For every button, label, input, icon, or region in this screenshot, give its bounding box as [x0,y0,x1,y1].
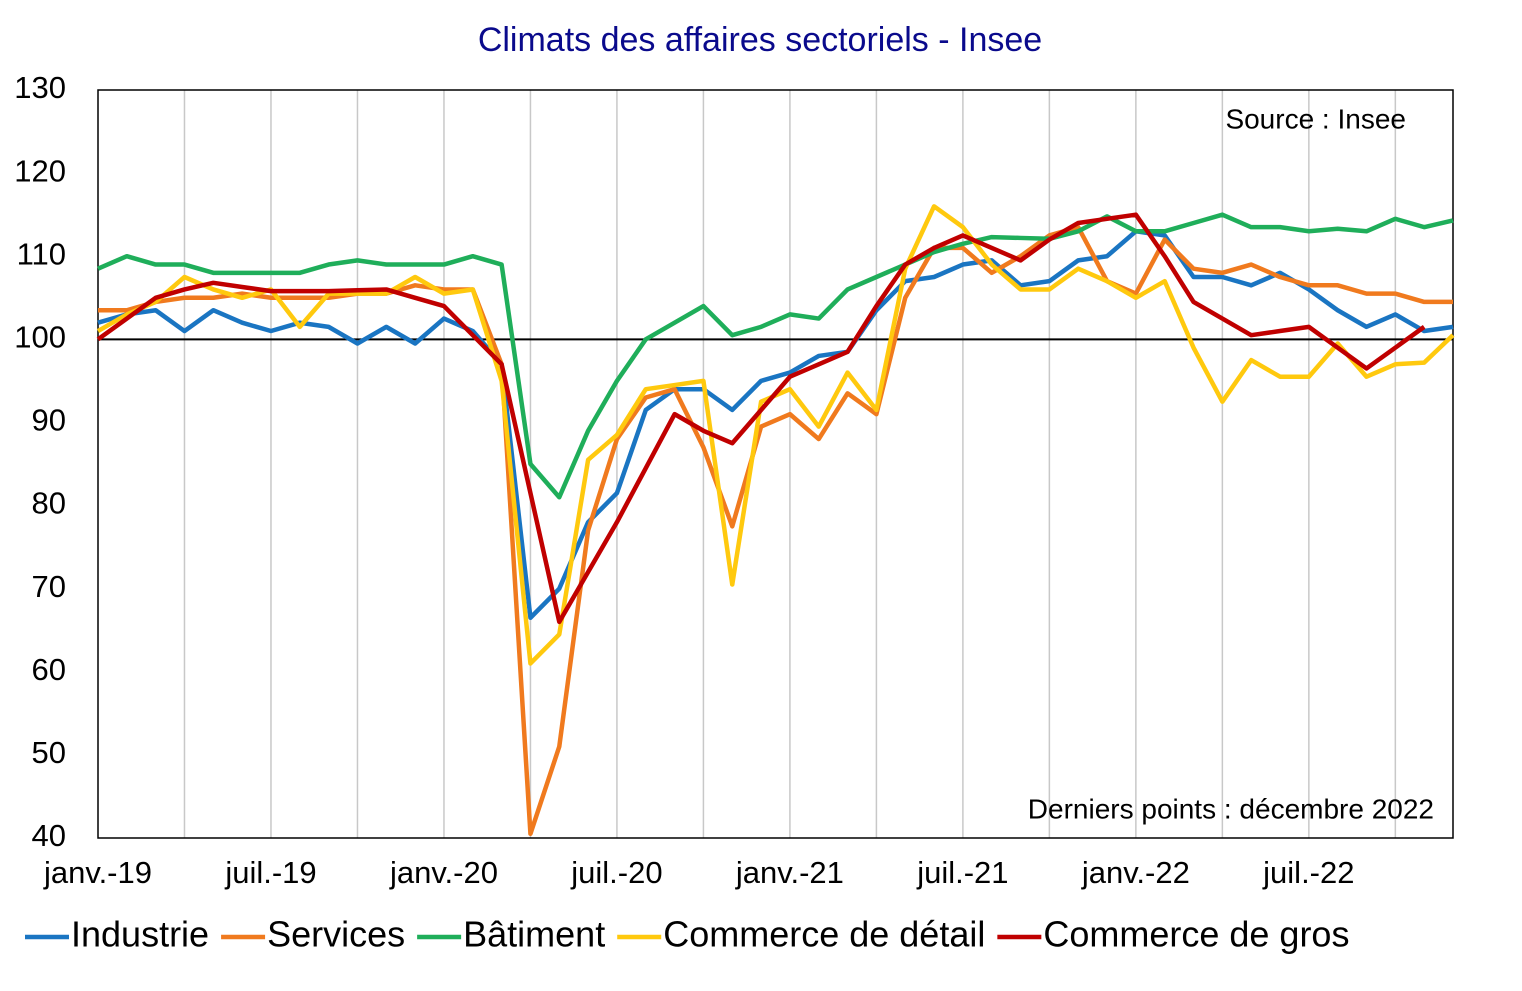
annotation: Source : Insee [1225,103,1406,134]
x-tick-label: juil.-21 [916,855,1008,890]
plot-frame [97,89,1454,839]
x-tick-label: juil.-20 [570,855,662,890]
y-tick-label: 80 [32,486,66,521]
y-tick-label: 70 [32,569,66,604]
y-tick-label: 120 [14,153,66,188]
legend-label: Commerce de détail [663,914,985,955]
y-tick-label: 50 [32,735,66,770]
x-tick-label: juil.-19 [224,855,316,890]
x-tick-label: janv.-22 [1081,855,1190,890]
series-line [97,212,1454,500]
legend-label: Commerce de gros [1043,914,1349,955]
y-tick-label: 90 [32,403,66,438]
series-line [97,229,1454,621]
series-line [98,224,1453,837]
x-tick-label: janv.-21 [735,855,844,890]
legend-label: Industrie [71,914,209,955]
series-line [96,204,1455,666]
y-tick-label: 40 [32,818,66,853]
x-tick-label: janv.-20 [389,855,498,890]
y-tick-label: 100 [14,320,66,355]
x-tick-label: juil.-22 [1262,855,1354,890]
x-tick-label: janv.-19 [43,855,152,890]
y-tick-label: 130 [14,70,66,105]
legend-label: Bâtiment [463,914,605,955]
series-line [96,212,1426,625]
y-tick-label: 60 [32,652,66,687]
y-tick-label: 110 [17,236,66,271]
legend-label: Services [267,914,405,955]
chart-title: Climats des affaires sectoriels - Insee [478,21,1042,59]
annotation: Derniers points : décembre 2022 [1028,793,1434,824]
